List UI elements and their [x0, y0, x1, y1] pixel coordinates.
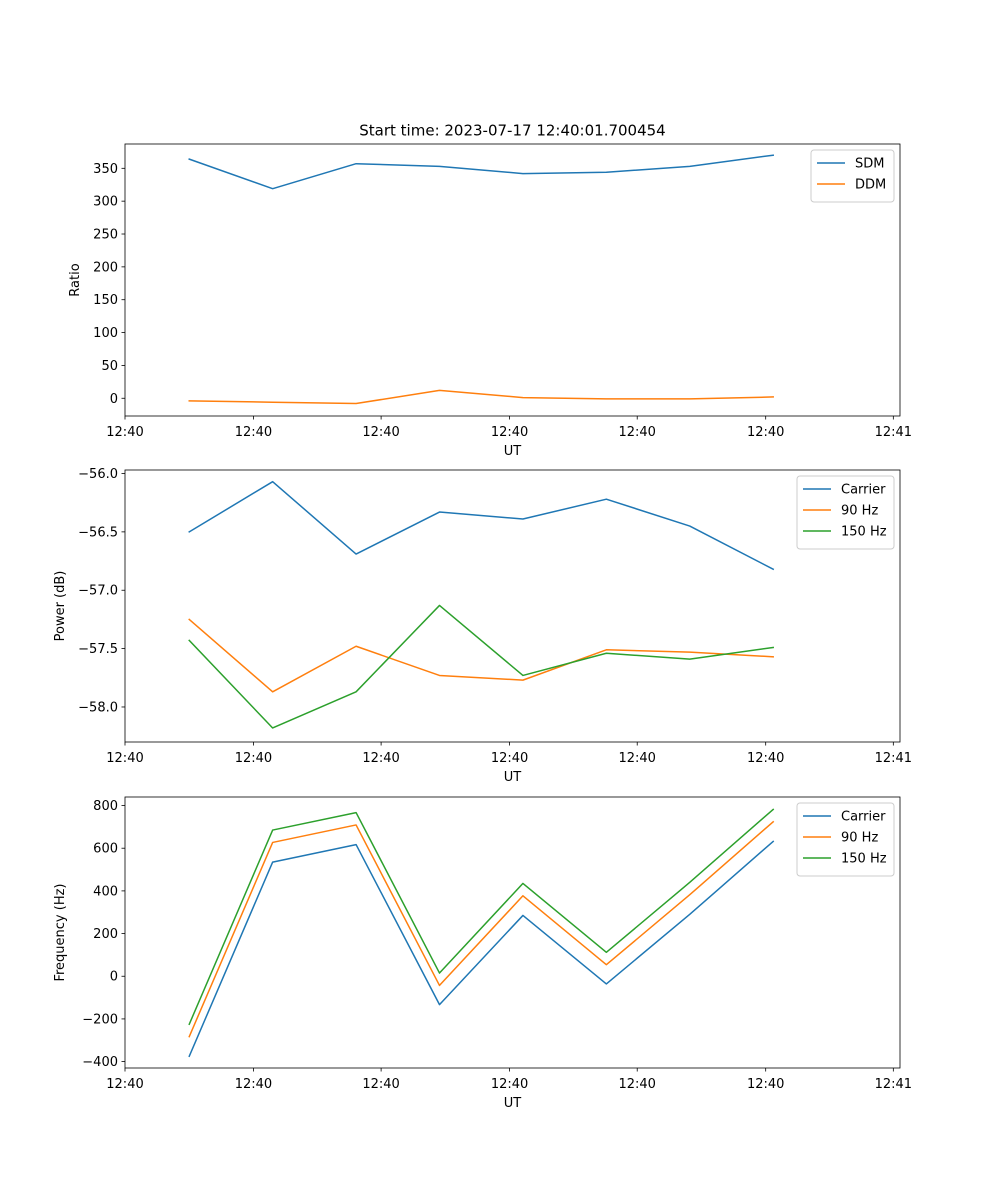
- x-tick-label: 12:41: [875, 425, 912, 440]
- y-axis-label: Power (dB): [53, 571, 68, 642]
- chart-1: 12:40 12:40 12:40 12:40 12:40 12:40 12:41 0 50 10…: [68, 143, 912, 459]
- figure-title: Start time: 2023-07-17 12:40:01.700454: [359, 122, 665, 140]
- plot-area-frame: [124, 796, 901, 1069]
- legend-label: 150 Hz: [841, 852, 887, 867]
- legend: Carrier 90 Hz 150 Hz: [796, 475, 895, 550]
- y-tick-label: 50: [101, 359, 118, 374]
- series-line-sdm: [188, 154, 775, 190]
- y-tick-label: 100: [93, 326, 118, 341]
- x-tick-label: 12:40: [747, 1077, 784, 1092]
- chart-3: 12:40 12:40 12:40 12:40 12:40 12:40 12:41 −400 −…: [53, 796, 912, 1111]
- x-tick-label: 12:40: [491, 751, 528, 766]
- y-tick-label: −56.0: [78, 467, 118, 482]
- x-tick-label: 12:40: [106, 425, 143, 440]
- series-line-90-hz: [188, 820, 775, 1038]
- y-tick-label: 300: [93, 195, 118, 210]
- y-tick-label: 0: [110, 970, 118, 985]
- x-tick-label: 12:40: [362, 425, 399, 440]
- legend: SDM DDM: [810, 149, 895, 203]
- x-tick-label: 12:40: [235, 751, 272, 766]
- y-tick-label: −56.5: [78, 525, 118, 540]
- series-line-carrier: [188, 480, 775, 571]
- y-tick-label: −57.5: [78, 642, 118, 657]
- legend: Carrier 90 Hz 150 Hz: [796, 802, 895, 877]
- x-tick-label: 12:40: [362, 1077, 399, 1092]
- x-tick-label: 12:40: [618, 425, 655, 440]
- legend-label: 150 Hz: [841, 525, 887, 540]
- legend-label: Carrier: [841, 483, 886, 498]
- y-tick-label: 200: [93, 927, 118, 942]
- legend-label: 90 Hz: [841, 831, 878, 846]
- y-tick-label: 400: [93, 884, 118, 899]
- legend-label: SDM: [855, 157, 884, 172]
- y-tick-label: −400: [82, 1055, 118, 1070]
- y-tick-label: 0: [110, 392, 118, 407]
- plots: 12:40 12:40 12:40 12:40 12:40 12:40 12:41 0 50 10…: [53, 143, 912, 1111]
- x-tick-label: 12:40: [747, 425, 784, 440]
- x-axis-label: UT: [504, 770, 522, 785]
- y-tick-label: −58.0: [78, 700, 118, 715]
- y-tick-label: −57.0: [78, 584, 118, 599]
- x-tick-label: 12:40: [362, 751, 399, 766]
- x-tick-label: 12:40: [235, 1077, 272, 1092]
- legend-label: 90 Hz: [841, 504, 878, 519]
- x-tick-label: 12:40: [618, 751, 655, 766]
- x-tick-label: 12:41: [875, 1077, 912, 1092]
- series-line-150-hz: [188, 808, 775, 1026]
- x-tick-label: 12:40: [106, 1077, 143, 1092]
- plot-area-frame: [124, 469, 901, 743]
- chart-2: 12:40 12:40 12:40 12:40 12:40 12:40 12:41 −58.0…: [53, 467, 912, 785]
- legend-label: Carrier: [841, 810, 886, 825]
- y-tick-label: 350: [93, 162, 118, 177]
- x-axis-label: UT: [504, 444, 522, 459]
- x-tick-label: 12:40: [618, 1077, 655, 1092]
- series-line-carrier: [188, 840, 775, 1058]
- x-tick-label: 12:40: [235, 425, 272, 440]
- y-tick-label: 600: [93, 842, 118, 857]
- x-axis-label: UT: [504, 1096, 522, 1111]
- y-axis-label: Ratio: [68, 263, 83, 296]
- x-tick-label: 12:40: [491, 1077, 528, 1092]
- plot-area-frame: [124, 143, 901, 417]
- y-axis-label: Frequency (Hz): [53, 883, 68, 981]
- y-tick-label: 800: [93, 799, 118, 814]
- x-tick-label: 12:40: [747, 751, 784, 766]
- series-line-150-hz: [188, 604, 775, 729]
- y-tick-label: −200: [82, 1012, 118, 1027]
- x-tick-label: 12:40: [106, 751, 143, 766]
- y-tick-label: 200: [93, 260, 118, 275]
- y-tick-label: 250: [93, 228, 118, 243]
- series-line-90-hz: [188, 618, 774, 693]
- x-tick-label: 12:40: [491, 425, 528, 440]
- y-tick-label: 150: [93, 293, 118, 308]
- series-line-ddm: [188, 389, 774, 405]
- legend-label: DDM: [855, 178, 886, 193]
- x-tick-label: 12:41: [875, 751, 912, 766]
